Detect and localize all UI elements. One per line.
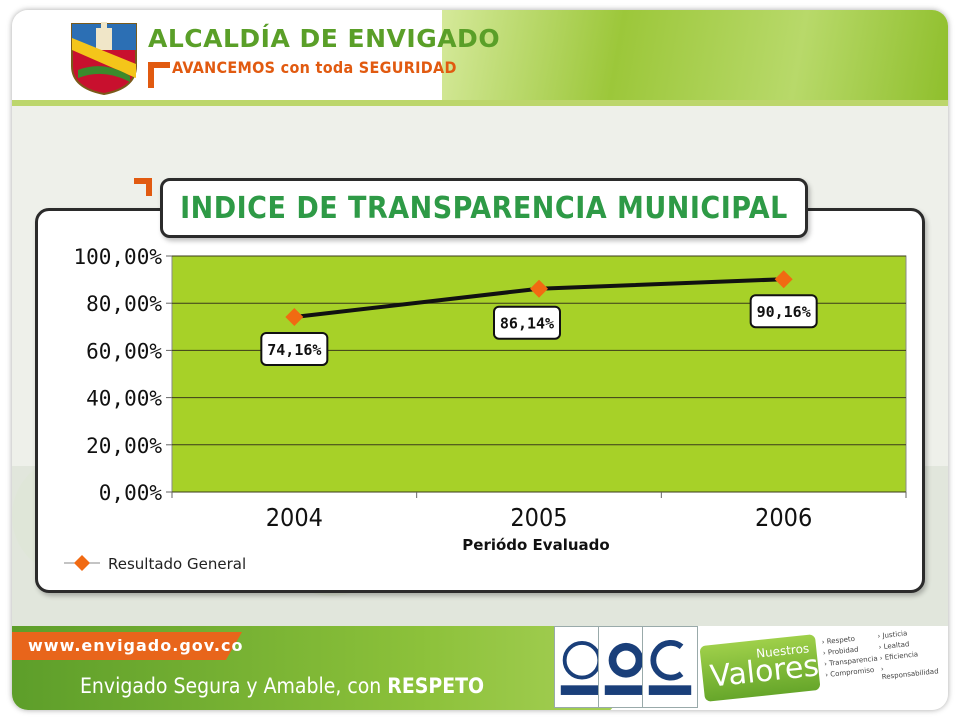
- legend-marker: [74, 555, 90, 571]
- slide: ALCALDÍA DE ENVIGADO AVANCEMOS con toda …: [12, 10, 948, 710]
- data-point: [285, 307, 304, 326]
- legend-label: Resultado General: [108, 555, 246, 573]
- ntcgp-certificate-seal: [642, 626, 698, 708]
- values-list-item: › Respeto: [821, 634, 856, 647]
- header-stripe: [12, 100, 948, 106]
- values-list-item: › Justicia: [877, 629, 908, 641]
- y-tick-label: 60,00%: [86, 339, 162, 363]
- y-tick-label: 100,00%: [73, 245, 162, 269]
- y-tick-label: 80,00%: [86, 292, 162, 316]
- corner-mark-icon: [148, 62, 170, 88]
- x-tick-label: 2005: [510, 503, 567, 532]
- data-point: [774, 270, 793, 289]
- site-url-link[interactable]: www.envigado.gov.co: [28, 636, 244, 655]
- data-label-box: [493, 305, 561, 340]
- site-url-bar: [12, 632, 242, 660]
- data-label-box: [260, 331, 329, 366]
- data-label: 86,14%: [500, 315, 554, 333]
- x-tick-label: 2004: [266, 503, 323, 532]
- x-tick-label: 2006: [755, 503, 812, 532]
- values-list-item: › Responsabilidad: [880, 664, 939, 682]
- y-tick-label: 20,00%: [86, 434, 162, 458]
- slogan: Envigado Segura y Amable, con RESPETO: [80, 674, 484, 698]
- chart-title-box: INDICE DE TRANSPARENCIA MUNICIPAL: [160, 178, 808, 238]
- data-label: 90,16%: [757, 303, 811, 321]
- y-tick-label: 0,00%: [99, 481, 163, 505]
- corner-mark-icon: [134, 178, 152, 196]
- slogan-strong: RESPETO: [387, 674, 485, 698]
- x-axis-label: Periódo Evaluado: [462, 536, 609, 554]
- data-point: [530, 279, 548, 298]
- chart-title: INDICE DE TRANSPARENCIA MUNICIPAL: [180, 190, 788, 226]
- motto: AVANCEMOS con toda SEGURIDAD: [172, 58, 457, 77]
- values-list-item: › Eficiencia: [879, 650, 919, 663]
- values-list: › Respeto › Probidad › Transparencia › Comp…: [821, 622, 945, 698]
- values-list-item: › Probidad: [822, 645, 859, 658]
- values-list-item: › Compromiso: [824, 665, 875, 680]
- y-tick-label: 40,00%: [86, 387, 162, 411]
- values-list-item: › Lealtad: [878, 640, 910, 652]
- line-chart: 0,00% 20,00% 40,00% 60,00% 80,00% 100,00% 200…: [64, 245, 907, 573]
- data-label-box: [749, 294, 818, 329]
- slogan-lead: Envigado Segura y Amable, con: [80, 674, 388, 698]
- header-decoration: [442, 10, 948, 102]
- org-name: ALCALDÍA DE ENVIGADO: [148, 24, 501, 53]
- municipal-shield-logo: [71, 22, 137, 96]
- data-label: 74,16%: [267, 341, 321, 359]
